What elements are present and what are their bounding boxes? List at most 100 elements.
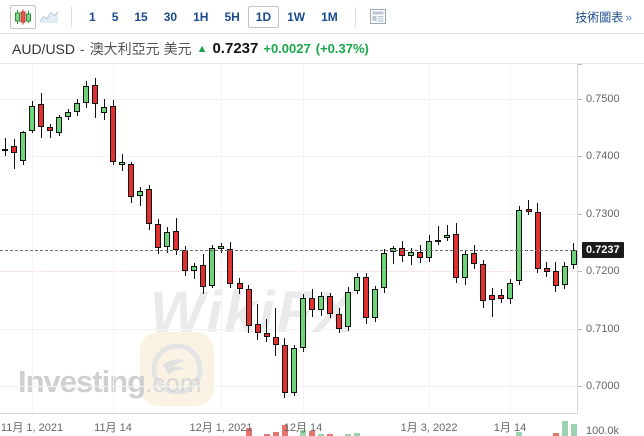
candle-body <box>209 248 215 287</box>
candle-wick <box>140 187 141 206</box>
candle-body <box>480 264 486 301</box>
volume-bar <box>345 433 351 436</box>
timeframe-5[interactable]: 5 <box>111 9 119 24</box>
candlestick-chart-icon[interactable] <box>10 4 36 29</box>
current-price-badge: 0.7237 <box>582 241 624 258</box>
wikifx-text-watermark: WikiFX <box>150 280 355 345</box>
instrument-name: 澳大利亞元 美元 <box>89 40 192 57</box>
candle-body <box>444 235 450 238</box>
chevron-right-icon: » <box>625 10 632 24</box>
timeframe-1d[interactable]: 1D <box>247 5 280 28</box>
price-axis-label: 0.7500 <box>586 92 620 105</box>
date-axis-label: 12月 1, 2021 <box>189 422 253 434</box>
volume-bar <box>309 430 315 436</box>
candle-body <box>227 249 233 284</box>
volume-axis-label: 100.0k <box>586 424 620 436</box>
date-gridline <box>510 64 511 412</box>
timeframe-30[interactable]: 30 <box>163 9 178 24</box>
timeframe-1h[interactable]: 1H <box>193 9 209 24</box>
candle-wick <box>447 225 448 242</box>
candle-wick <box>275 307 276 357</box>
candle-body <box>20 131 26 161</box>
timeframe-1[interactable]: 1 <box>89 9 96 24</box>
timeframe-1m[interactable]: 1M <box>321 9 338 24</box>
candle-body <box>507 282 513 299</box>
candle-wick <box>194 263 195 280</box>
candle-body <box>83 86 89 103</box>
price-gridline <box>0 328 577 330</box>
candle-body <box>137 190 143 197</box>
toolbar-divider-2 <box>354 6 356 27</box>
volume-bar <box>273 431 279 436</box>
candle-body <box>399 248 405 257</box>
candle-body <box>191 266 197 272</box>
price-gridline <box>0 213 577 215</box>
candle-body <box>282 344 288 393</box>
candle-body <box>273 336 279 345</box>
candle-wick <box>411 248 412 266</box>
candle-body <box>336 313 342 329</box>
candle-body <box>453 234 459 278</box>
volume-bar <box>553 433 559 436</box>
candle-wick <box>438 226 439 245</box>
price-axis-tick <box>578 386 582 388</box>
chart-canvas[interactable]: WikiFX Investing.com 0.7500 0.7400 0.7300 0… <box>0 64 644 436</box>
timeframe-1w[interactable]: 1W <box>287 9 306 24</box>
date-gridline <box>221 64 222 412</box>
price-up-arrow-icon: ▲ <box>196 42 208 55</box>
candle-body <box>571 249 577 266</box>
candle-body <box>544 267 550 273</box>
candle-body <box>2 148 8 151</box>
candle-body <box>489 295 495 300</box>
price-change: +0.0027 <box>263 41 311 56</box>
candle-body <box>29 105 35 132</box>
price-axis-label: 0.7000 <box>586 380 620 393</box>
investing-watermark-text: Investing <box>18 364 146 399</box>
price-axis[interactable]: 0.7500 0.7400 0.7300 0.7200 0.7100 0.7000 0.72… <box>578 64 644 412</box>
price-plot-area[interactable]: WikiFX Investing.com <box>0 64 578 412</box>
candle-body <box>535 212 541 269</box>
candle-body <box>435 240 441 242</box>
price-axis-tick <box>578 271 582 273</box>
candle-body <box>255 323 261 334</box>
price-gridline <box>0 271 577 273</box>
timeframe-15[interactable]: 15 <box>134 9 148 24</box>
technical-chart-link[interactable]: 技術圖表» <box>575 8 632 25</box>
price-gridline <box>0 386 577 388</box>
volume-bar <box>354 433 360 436</box>
candle-wick <box>257 304 258 341</box>
price-axis-tick <box>578 98 582 100</box>
current-price-line <box>0 249 577 251</box>
candle-body <box>562 266 568 285</box>
price-axis-tick <box>578 156 582 158</box>
candle-body <box>381 252 387 289</box>
candle-body <box>408 251 414 257</box>
price-axis-label: 0.7400 <box>586 150 620 163</box>
candle-body <box>218 246 224 250</box>
candle-body <box>309 297 315 311</box>
timeframe-5h[interactable]: 5H <box>224 9 240 24</box>
candle-body <box>516 210 522 282</box>
volume-bar <box>327 434 333 436</box>
candle-body <box>526 208 532 213</box>
date-axis[interactable]: 11月 1, 2021 11月 14 12月 1, 2021 12月 14 1月 3, … <box>0 413 578 436</box>
instrument-symbol: AUD/USD <box>12 40 76 57</box>
price-axis-label: 0.7300 <box>586 207 620 220</box>
volume-bar <box>264 434 270 436</box>
date-axis-label: 1月 3, 2022 <box>400 422 458 434</box>
candle-body <box>146 189 152 224</box>
candle-body <box>237 282 243 290</box>
candle-wick <box>5 137 6 157</box>
candle-body <box>173 230 179 251</box>
news-layout-icon[interactable] <box>365 5 391 29</box>
last-price: 0.7237 <box>212 40 259 57</box>
line-chart-icon[interactable] <box>36 5 62 29</box>
date-axis-label: 11月 14 <box>94 422 132 434</box>
candle-body <box>47 127 53 131</box>
candle-body <box>74 102 80 113</box>
price-axis-label: 0.7200 <box>586 265 620 278</box>
candle-wick <box>528 199 529 215</box>
candle-body <box>200 265 206 288</box>
candle-body <box>65 112 71 117</box>
